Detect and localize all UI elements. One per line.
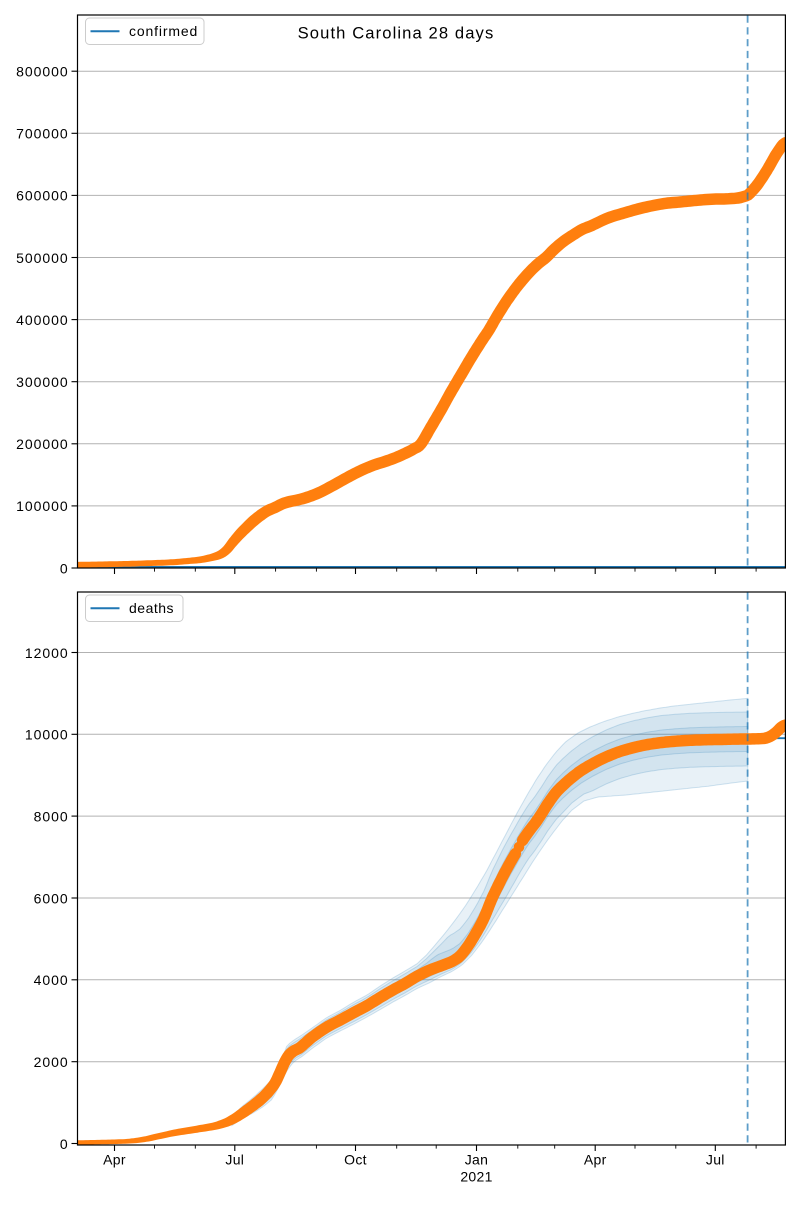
svg-text:300000: 300000 [16, 374, 68, 390]
svg-text:400000: 400000 [16, 312, 68, 328]
svg-text:0: 0 [60, 560, 69, 576]
svg-text:Apr: Apr [103, 1152, 126, 1168]
svg-text:Jul: Jul [225, 1152, 244, 1168]
svg-text:600000: 600000 [16, 188, 68, 204]
svg-text:6000: 6000 [34, 890, 69, 906]
svg-text:800000: 800000 [16, 64, 68, 80]
svg-text:0: 0 [60, 1136, 69, 1152]
svg-text:South Carolina 28 days: South Carolina 28 days [298, 24, 495, 43]
svg-text:confirmed: confirmed [129, 23, 198, 39]
svg-text:500000: 500000 [16, 250, 68, 266]
svg-text:Apr: Apr [584, 1152, 607, 1168]
svg-text:4000: 4000 [34, 972, 69, 988]
svg-text:12000: 12000 [25, 645, 69, 661]
svg-text:deaths: deaths [129, 600, 174, 616]
svg-text:8000: 8000 [34, 808, 69, 824]
svg-text:700000: 700000 [16, 126, 68, 142]
svg-text:200000: 200000 [16, 436, 68, 452]
svg-text:100000: 100000 [16, 498, 68, 514]
svg-text:10000: 10000 [25, 727, 69, 743]
svg-text:Oct: Oct [344, 1152, 367, 1168]
svg-text:2021: 2021 [460, 1169, 492, 1185]
svg-text:Jan: Jan [465, 1152, 488, 1168]
svg-text:Jul: Jul [706, 1152, 725, 1168]
svg-text:2000: 2000 [34, 1054, 69, 1070]
